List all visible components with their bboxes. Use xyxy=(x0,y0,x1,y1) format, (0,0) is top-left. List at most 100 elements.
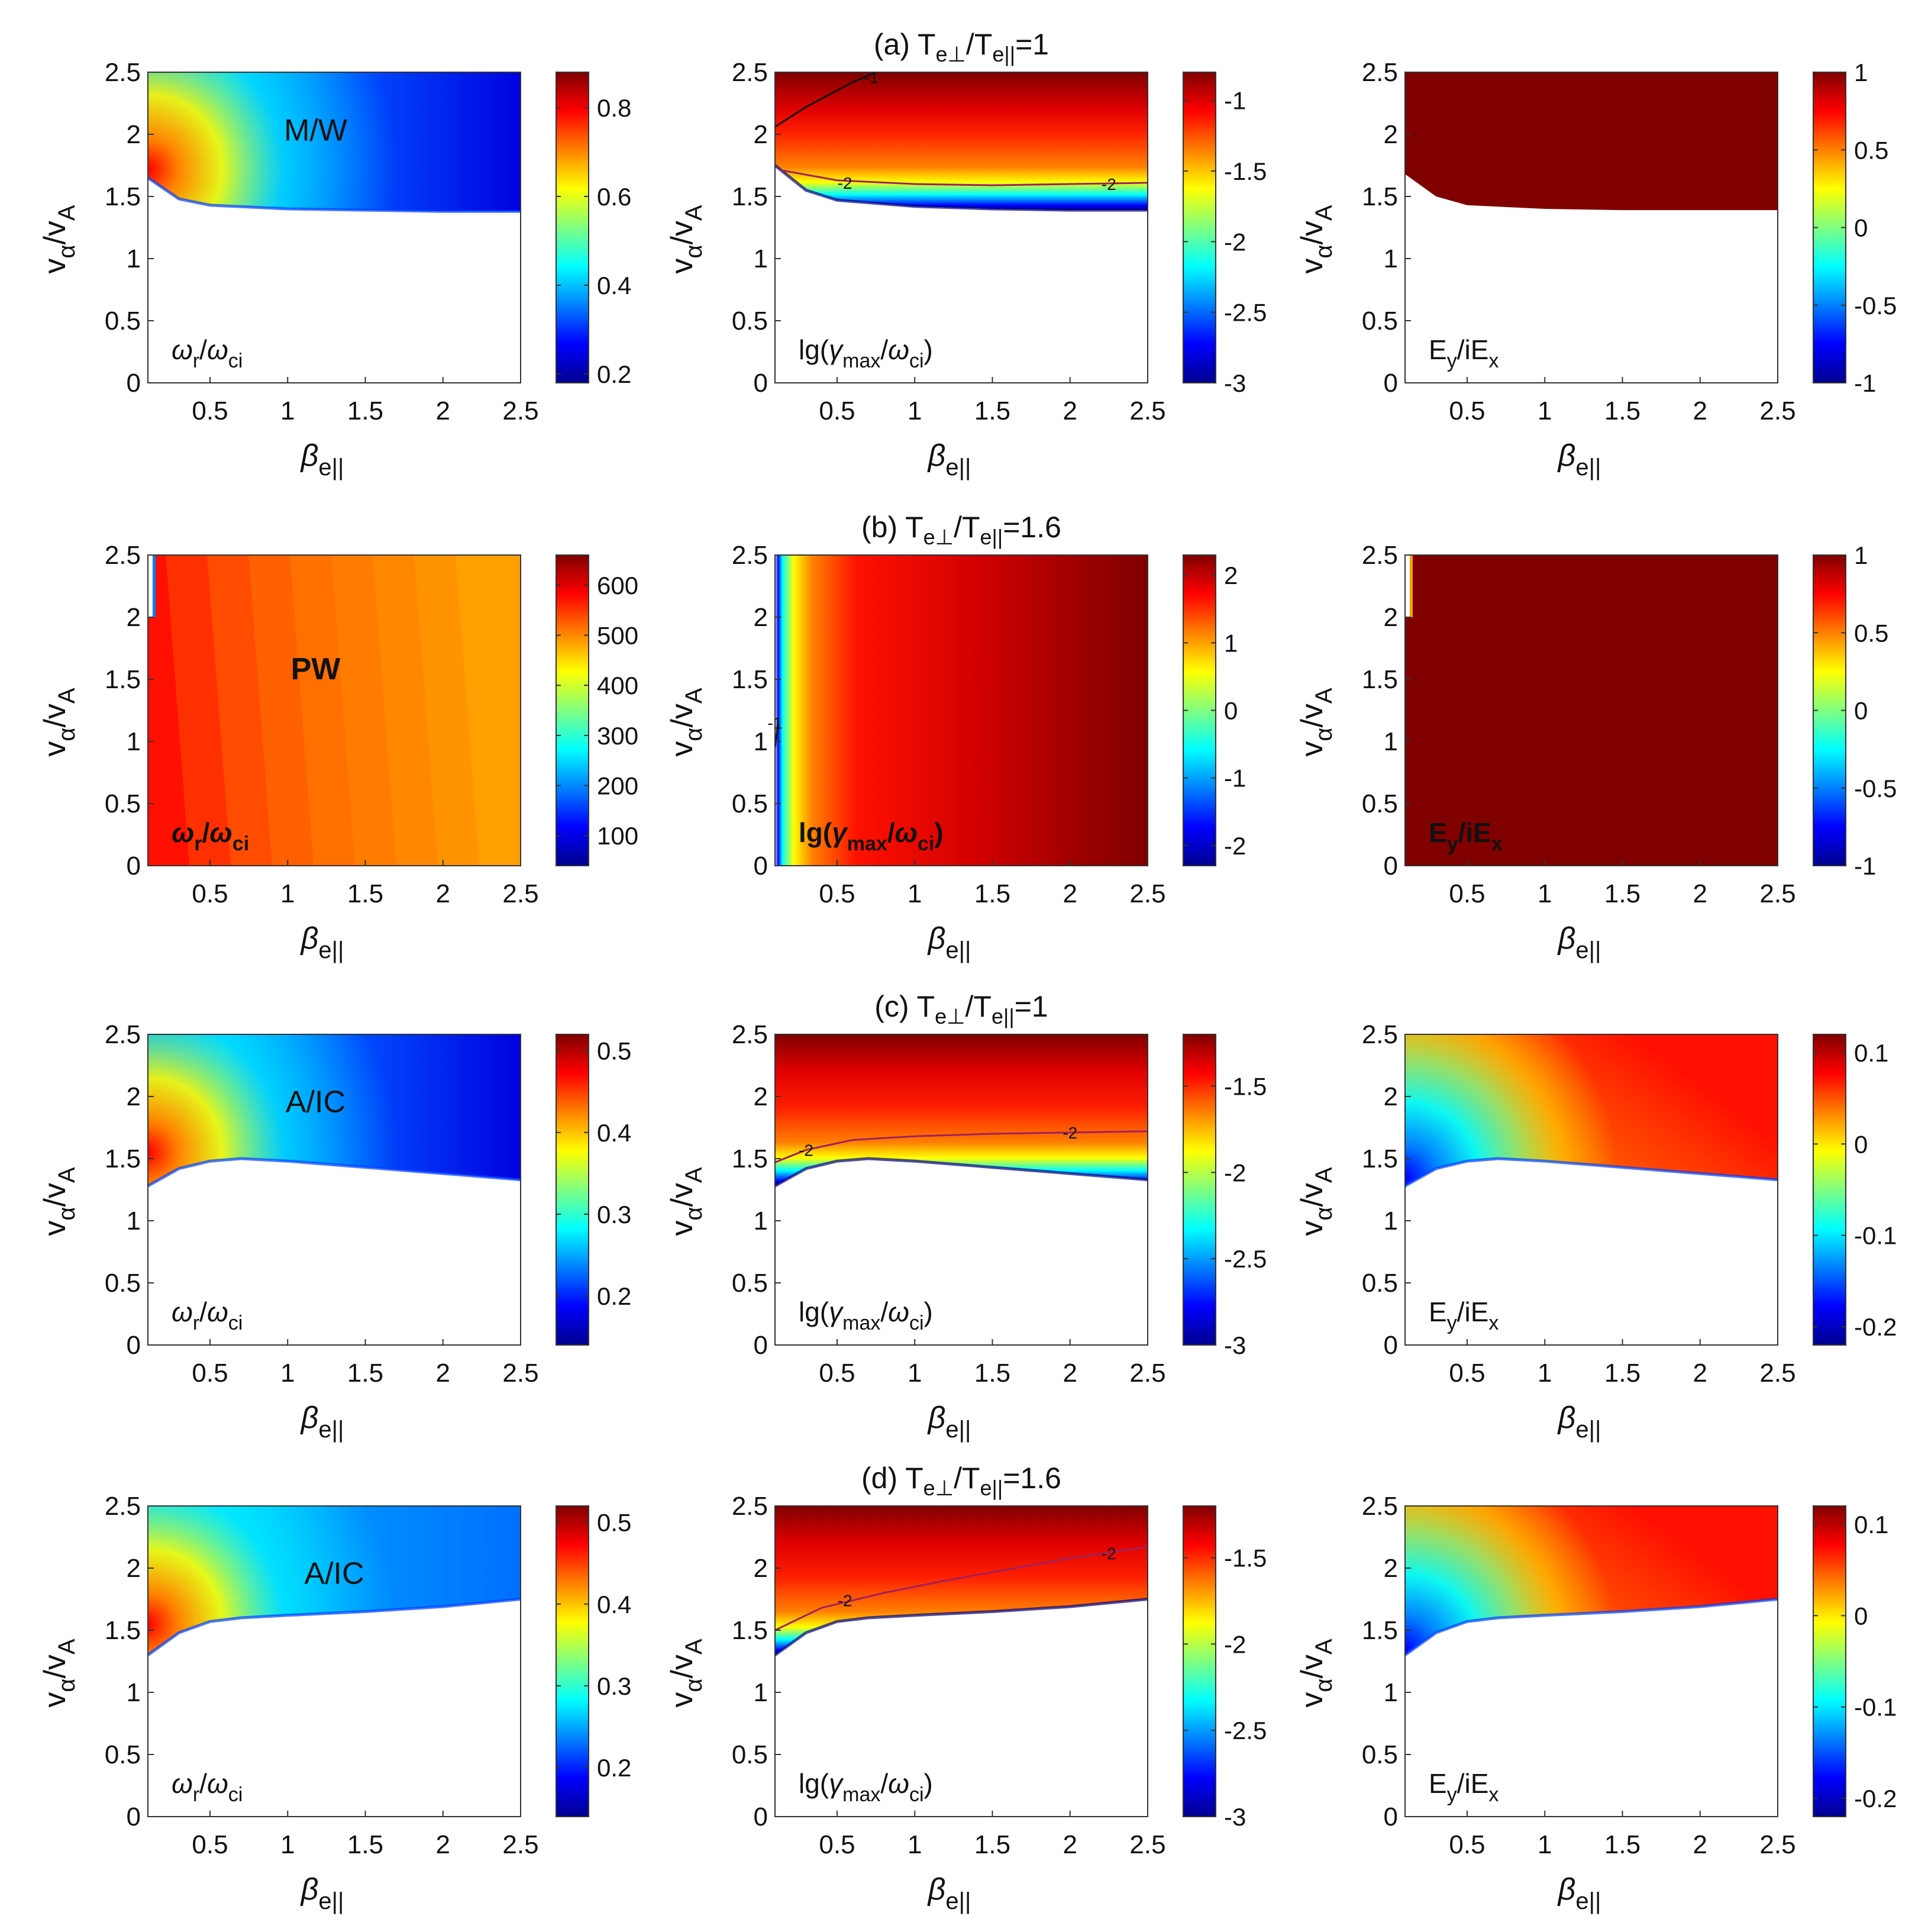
row-title-d: (d) Te⊥/Te||=1.6 xyxy=(861,1462,1061,1500)
colorbar-ramp xyxy=(1183,1505,1216,1817)
x-axis-label: βe|| xyxy=(300,921,344,963)
y-tick-label: 1.5 xyxy=(732,1144,768,1173)
panel-b1: 0.5 1 1.5 2 2.5 0 0.5 1 1.5 2 2.5 βe|| vα/vA ωr/ωci PW… xyxy=(38,541,638,963)
heatmap-field xyxy=(775,555,1148,866)
panel-a1: 0.5 1 1.5 2 2.5 0 0.5 1 1.5 2 2.5 βe|| vα/vA ωr/ωci M/… xyxy=(38,58,631,480)
y-tick-label: 2.5 xyxy=(105,58,141,87)
y-tick-label: 1.5 xyxy=(105,182,141,211)
heatmap-panels: 0.5 1 1.5 2 2.5 0 0.5 1 1.5 2 2.5 βe|| vα/vA ωr/ωci M/… xyxy=(38,58,1897,1914)
row-title-c: (c) Te⊥/Te||=1 xyxy=(874,990,1048,1028)
x-tick-label: 0.5 xyxy=(192,396,228,425)
y-tick-label: 0 xyxy=(127,1802,141,1831)
y-tick-label: 2 xyxy=(127,120,141,149)
colorbar-tick-label: -1 xyxy=(1224,765,1246,792)
y-tick-label: 0 xyxy=(1384,1802,1398,1831)
y-tick-label: 0.5 xyxy=(1362,1269,1398,1298)
x-tick-label: 2 xyxy=(436,1359,450,1388)
colorbar-tick-label: 400 xyxy=(597,672,638,699)
x-tick-label: 0.5 xyxy=(819,396,855,425)
x-tick-label: 1.5 xyxy=(974,1830,1010,1859)
quantity-label: ωr/ωci xyxy=(172,1296,243,1334)
colorbar-tick-label: 1 xyxy=(1224,629,1238,657)
colorbar: 1 0.5 0 -0.5 -1 xyxy=(1813,541,1897,880)
colorbar-tick-label: 0 xyxy=(1854,1130,1868,1158)
x-axis-label: βe|| xyxy=(300,1872,344,1914)
heatmap-peak xyxy=(148,72,521,212)
regime-label: A/IC xyxy=(286,1085,345,1119)
colorbar-tick-label: 200 xyxy=(597,772,638,800)
colorbar-ramp xyxy=(1813,1034,1846,1346)
y-axis-label: vα/vA xyxy=(665,205,707,274)
boundary-edge xyxy=(774,1598,1148,1657)
x-tick-label: 1.5 xyxy=(1604,879,1640,908)
panel-d1: 0.5 1 1.5 2 2.5 0 0.5 1 1.5 2 2.5 βe|| vα/vA ωr/ωci A/… xyxy=(38,1492,631,1914)
colorbar-tick-label: 0.2 xyxy=(597,1754,631,1782)
y-tick-label: 0 xyxy=(754,369,768,398)
x-tick-label: 2 xyxy=(1693,396,1707,425)
y-axis-label: vα/vA xyxy=(38,1639,80,1708)
colorbar-tick-label: -3 xyxy=(1224,369,1246,397)
colorbar-tick-label: 500 xyxy=(597,621,638,649)
colorbar-tick-label: 0.5 xyxy=(1854,136,1888,164)
y-tick-label: 1 xyxy=(127,727,141,756)
colorbar-tick-label: 0.2 xyxy=(597,360,631,388)
colorbar-tick-label: -2.5 xyxy=(1224,1245,1267,1273)
heatmap-fill xyxy=(1405,555,1778,866)
x-tick-label: 1.5 xyxy=(347,1830,383,1859)
colorbar-tick-label: 0 xyxy=(1854,1602,1868,1630)
row-title-b: (b) Te⊥/Te||=1.6 xyxy=(861,511,1061,549)
axes-box xyxy=(147,1034,521,1346)
regime-label: PW xyxy=(291,652,341,686)
colorbar: -1 -1.5 -2 -2.5 -3 xyxy=(1183,72,1267,397)
y-axis-label: vα/vA xyxy=(1295,688,1337,757)
heatmap-field xyxy=(148,72,521,212)
colorbar-ramp xyxy=(1813,1505,1846,1817)
colorbar-tick-label: 0.6 xyxy=(597,183,631,211)
contour-label: -2 xyxy=(1063,1124,1077,1142)
contour-label: -2 xyxy=(1102,175,1116,193)
heatmap-field xyxy=(148,555,521,866)
y-tick-label: 2 xyxy=(754,603,768,632)
boundary-edge xyxy=(774,164,1148,212)
x-tick-label: 2.5 xyxy=(502,879,538,908)
y-tick-label: 2.5 xyxy=(732,1492,768,1521)
y-tick-label: 1.5 xyxy=(732,182,768,211)
x-tick-label: 1 xyxy=(908,1830,922,1859)
x-axis-label: βe|| xyxy=(300,1401,344,1443)
axes-box xyxy=(147,554,521,866)
x-tick-label: 1 xyxy=(908,396,922,425)
colorbar-tick-label: 0.4 xyxy=(597,1591,631,1618)
heatmap-fill xyxy=(775,555,1148,866)
x-tick-label: 1 xyxy=(280,1830,295,1859)
x-tick-label: 1 xyxy=(280,396,295,425)
y-axis-label: vα/vA xyxy=(38,1167,80,1236)
y-tick-label: 2.5 xyxy=(732,58,768,87)
y-tick-label: 1.5 xyxy=(105,1144,141,1173)
colorbar-tick-label: 2 xyxy=(1224,562,1238,589)
colorbar-tick-label: 0 xyxy=(1224,697,1238,725)
x-tick-label: 1.5 xyxy=(974,396,1010,425)
y-tick-label: 0.5 xyxy=(105,1740,141,1769)
y-tick-label: 0 xyxy=(127,852,141,880)
y-tick-label: 1 xyxy=(754,1207,768,1236)
heatmap-field xyxy=(1405,72,1778,211)
axes-box xyxy=(147,1505,521,1817)
y-axis-label: vα/vA xyxy=(665,1167,707,1236)
y-tick-label: 1.5 xyxy=(732,1616,768,1645)
y-tick-label: 0 xyxy=(1384,369,1398,398)
y-tick-label: 2.5 xyxy=(1362,1492,1398,1521)
axes-box xyxy=(1404,1505,1778,1817)
x-tick-label: 2 xyxy=(1063,879,1077,908)
row-title-a: (a) Te⊥/Te||=1 xyxy=(874,28,1049,66)
y-tick-label: 0.5 xyxy=(105,1269,141,1298)
colorbar-tick-label: 0 xyxy=(1854,697,1868,725)
boundary-edge xyxy=(147,1598,521,1657)
y-axis-label: vα/vA xyxy=(665,1639,707,1708)
y-tick-label: 1 xyxy=(754,1678,768,1707)
colorbar-tick-label: 0 xyxy=(1854,214,1868,242)
boundary-edge xyxy=(774,1157,1148,1188)
colorbar-tick-label: -1 xyxy=(1224,87,1246,115)
colorbar: 2 1 0 -1 -2 xyxy=(1183,554,1246,866)
colorbar-tick-label: -0.2 xyxy=(1854,1313,1897,1341)
colorbar-tick-label: -3 xyxy=(1224,1331,1246,1359)
